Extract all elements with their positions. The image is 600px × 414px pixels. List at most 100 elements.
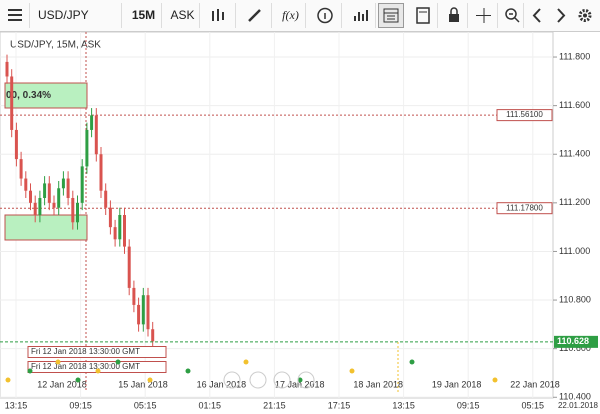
candle-body (29, 190, 32, 203)
icon (317, 7, 333, 24)
x-end-label: 22.01.2018 (558, 401, 599, 410)
y-tick-label: 111.600 (559, 100, 590, 110)
candle-body (19, 159, 23, 179)
timeframe-button[interactable]: 15M (126, 3, 162, 28)
trade-label: Fri 12 Jan 2018 13:30:00 GMT (31, 362, 140, 371)
date-label: 12 Jan 2018 (37, 379, 87, 389)
x-tick-label: 05:15 (522, 400, 545, 410)
info-button[interactable] (310, 3, 342, 28)
volume-button[interactable] (346, 3, 376, 28)
nav-control (273, 371, 291, 389)
lock-button[interactable] (440, 3, 468, 28)
x-tick-label: 09:15 (457, 400, 480, 410)
icon (354, 10, 368, 21)
event-marker (492, 377, 498, 383)
candle-body (118, 215, 122, 240)
event-marker (95, 368, 101, 374)
y-tick-label: 111.800 (559, 51, 590, 61)
price-line-box (496, 202, 553, 215)
candle-body (71, 197, 75, 223)
candle-body (33, 202, 37, 215)
event-marker (55, 359, 61, 365)
candle-body (10, 76, 14, 130)
settings-button[interactable] (574, 3, 596, 28)
position-box (4, 214, 88, 241)
draw-button[interactable] (240, 3, 272, 28)
calendar-button[interactable] (378, 3, 404, 28)
price-line-label: 111.56100 (506, 110, 543, 119)
nav-control (249, 371, 267, 389)
candle-body (94, 115, 98, 155)
nav-control (297, 371, 315, 389)
date-label: 16 Jan 2018 (197, 379, 247, 389)
candle-body (47, 183, 51, 203)
candle-body (90, 115, 94, 130)
current-price-label: 110.628 (557, 336, 589, 346)
candle-body (123, 215, 126, 247)
event-marker (185, 368, 191, 374)
event-marker (115, 359, 121, 365)
function-button[interactable]: f(x) (276, 3, 306, 28)
event-marker (27, 368, 33, 374)
candle-body (99, 154, 103, 191)
trade-label-box (27, 346, 167, 358)
candle-body (52, 202, 56, 208)
candle-body (137, 304, 141, 325)
event-marker (75, 377, 81, 383)
next-button[interactable] (550, 3, 572, 28)
chart-type-button[interactable] (204, 3, 236, 28)
candle-body (108, 207, 112, 228)
y-tick-label: 111.400 (559, 149, 590, 159)
candle-body (38, 197, 42, 215)
candle-body (5, 61, 9, 77)
icon (248, 9, 261, 22)
icon (212, 9, 224, 21)
y-tick-label: 111.200 (559, 197, 590, 207)
icon (449, 7, 459, 22)
event-marker (147, 377, 153, 383)
y-tick-label: 110.800 (559, 294, 591, 304)
x-tick-label: 13:15 (392, 400, 415, 410)
date-label: 15 Jan 2018 (118, 379, 168, 389)
menu-icon (8, 9, 22, 21)
x-tick-label: 21:15 (263, 400, 286, 410)
prev-button[interactable] (526, 3, 548, 28)
plot-area (0, 32, 554, 399)
calculator-button[interactable] (408, 3, 438, 28)
current-price-box (554, 335, 598, 348)
nav-control (223, 371, 241, 389)
y-tick-label: 110.600 (559, 343, 591, 353)
crosshair-button[interactable] (470, 3, 498, 28)
icon (505, 8, 520, 23)
zoom-button[interactable] (500, 3, 524, 28)
x-tick-label: 01:15 (199, 400, 222, 410)
menu-button[interactable] (4, 3, 30, 28)
candle-body (104, 190, 108, 208)
price-line-box (496, 109, 553, 122)
icon (383, 8, 399, 23)
candle-body (146, 295, 150, 330)
symbol-select[interactable]: USD/JPY (34, 3, 122, 28)
candle-body (85, 129, 89, 167)
candle-body (24, 178, 28, 191)
side-button[interactable]: ASK (166, 3, 200, 28)
position-box (4, 82, 88, 109)
candle-body (80, 166, 84, 203)
candle-body (113, 227, 117, 240)
icon (532, 8, 541, 23)
event-marker (297, 377, 303, 383)
date-label: 22 Jan 2018 (510, 379, 560, 389)
icon (476, 8, 491, 23)
icon (557, 8, 566, 23)
candle-body (141, 295, 145, 325)
price-line-label: 111.17800 (506, 203, 543, 212)
chart-title: USD/JPY, 15M, ASK (10, 40, 101, 51)
toolbar: USD/JPY 15M ASK f(x) (0, 0, 600, 32)
x-tick-label: 09:15 (69, 400, 92, 410)
candle-body (127, 246, 131, 288)
date-label: 19 Jan 2018 (432, 379, 482, 389)
position-label: 00, 0.34% (6, 90, 51, 101)
x-tick-label: 05:15 (134, 400, 157, 410)
event-marker (409, 359, 415, 365)
candle-body (132, 287, 136, 305)
